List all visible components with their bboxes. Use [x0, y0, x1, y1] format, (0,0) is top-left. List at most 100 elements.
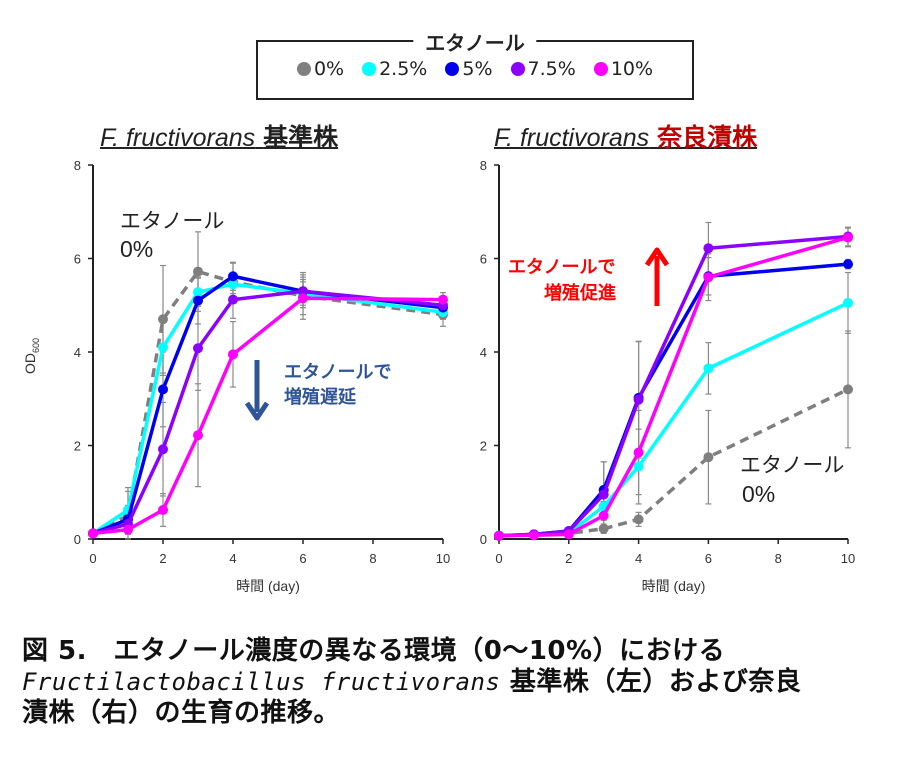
- data-point-10%: [703, 272, 714, 283]
- data-point-10%: [88, 528, 98, 539]
- series-line-7.5%: [498, 234, 849, 538]
- arrow-up-icon-head: [644, 247, 670, 267]
- charts-canvas: 0 2 4 6 8 0 2 4 6 8 10 時間 (day) OD600 0 2 4 6 8 0 2 4 6 8 10 時間 …: [22, 158, 855, 594]
- annotation-ethanol-label: エタノール: [120, 209, 224, 233]
- x-axis-label: 時間 (day): [642, 578, 706, 594]
- data-point-0%: [843, 384, 853, 395]
- right-panel-title: F. fructivorans 奈良漬株: [494, 118, 757, 154]
- y-tick-label: 4: [480, 345, 487, 360]
- y-axis-label: OD600: [22, 338, 41, 374]
- data-point-2.5%: [158, 342, 168, 353]
- legend-title: エタノール: [413, 27, 537, 56]
- y-tick-label: 8: [74, 158, 81, 173]
- y-tick-label: 2: [480, 439, 487, 454]
- x-tick-label: 10: [841, 551, 855, 566]
- legend-label: 7.5%: [527, 58, 576, 80]
- legend-item-10pct: 10%: [593, 58, 654, 80]
- x-tick-label: 8: [775, 551, 782, 566]
- data-point-2.5%: [703, 363, 714, 374]
- data-point-5%: [843, 259, 853, 270]
- data-point-10%: [228, 349, 238, 360]
- x-tick-label: 2: [565, 551, 572, 566]
- caption-line-2: Fructilactobacillus fructivorans 基準株（左）お…: [22, 667, 902, 698]
- legend-item-0pct: 0%: [296, 58, 345, 80]
- left-title-strain: 基準株: [263, 123, 339, 152]
- legend-dot-icon: [362, 62, 377, 76]
- legend-items: 0% 2.5% 5% 7.5% 10%: [258, 58, 692, 80]
- legend-dot-icon: [510, 62, 525, 76]
- data-point-7.5%: [703, 243, 714, 254]
- left-panel-title: F. fructivorans 基準株: [100, 118, 338, 154]
- x-tick-label: 2: [159, 551, 166, 566]
- y-tick-label: 6: [480, 252, 487, 267]
- x-tick-label: 0: [495, 551, 502, 566]
- data-point-7.5%: [598, 489, 609, 500]
- annotation-growth-delay-1: エタノールで: [284, 362, 391, 383]
- data-point-2.5%: [633, 461, 644, 472]
- data-point-7.5%: [228, 294, 238, 305]
- legend-label: 5%: [462, 58, 493, 80]
- data-point-7.5%: [298, 286, 308, 297]
- annotation-ethanol-0pct: 0%: [120, 236, 153, 262]
- arrow-down-icon-head: [244, 401, 270, 421]
- annotation-growth-promote-2: 増殖促進: [544, 282, 616, 304]
- data-point-10%: [123, 524, 133, 535]
- legend-label: 2.5%: [379, 58, 428, 80]
- data-point-2.5%: [843, 297, 853, 308]
- data-point-10%: [298, 293, 308, 304]
- data-point-7.5%: [193, 343, 203, 354]
- data-point-0%: [703, 452, 714, 463]
- y-tick-label: 4: [74, 345, 81, 360]
- x-tick-label: 8: [369, 551, 376, 566]
- y-axis-label-subscript: 600: [31, 338, 41, 353]
- data-point-7.5%: [158, 444, 168, 455]
- x-axis-label: 時間 (day): [236, 578, 300, 594]
- legend-dot-icon: [296, 62, 311, 76]
- data-point-7.5%: [633, 394, 644, 405]
- left-title-species: F. fructivorans: [100, 124, 256, 152]
- data-point-10%: [158, 505, 168, 516]
- data-point-5%: [193, 295, 203, 306]
- x-tick-label: 0: [89, 551, 96, 566]
- legend-dot-icon: [593, 62, 608, 76]
- data-point-10%: [528, 530, 539, 541]
- data-point-0%: [193, 266, 203, 277]
- y-tick-label: 0: [480, 532, 487, 547]
- data-point-2.5%: [228, 279, 238, 290]
- data-point-5%: [228, 271, 238, 282]
- data-point-10%: [193, 430, 203, 441]
- y-axis-label-main: OD: [22, 353, 38, 374]
- y-tick-label: 8: [480, 158, 487, 173]
- data-point-10%: [438, 294, 448, 305]
- data-point-0%: [158, 314, 168, 325]
- data-point-10%: [843, 232, 853, 243]
- data-point-2.5%: [193, 287, 203, 298]
- y-tick-label: 2: [74, 439, 81, 454]
- legend-item-5pct: 5%: [445, 58, 493, 80]
- figure-caption: 図 5. エタノール濃度の異なる環境（0～10%）における Fructilact…: [22, 636, 902, 729]
- annotation-ethanol-label-right: エタノール: [740, 453, 844, 477]
- caption-line-2-rest: 基準株（左）および奈良: [500, 667, 802, 697]
- caption-line-3: 漬株（右）の生育の推移。: [22, 698, 341, 728]
- legend-item-2-5pct: 2.5%: [362, 58, 427, 80]
- x-tick-label: 6: [299, 551, 306, 566]
- x-tick-label: 4: [229, 551, 236, 566]
- chart-0: 0 2 4 6 8 0 2 4 6 8 10 時間 (day) OD600: [22, 158, 450, 594]
- caption-line-1: 図 5. エタノール濃度の異なる環境（0～10%）における: [22, 636, 726, 666]
- legend-label: 0%: [313, 58, 345, 80]
- data-point-5%: [158, 384, 168, 395]
- series-line-5%: [498, 262, 849, 538]
- data-point-10%: [563, 529, 574, 540]
- series-line-2.5%: [92, 282, 444, 535]
- right-title-species: F. fructivorans: [494, 124, 650, 152]
- chart-1: 0 2 4 6 8 0 2 4 6 8 10 時間 (day): [480, 158, 855, 594]
- data-point-10%: [633, 447, 644, 458]
- legend-label: 10%: [610, 58, 654, 80]
- annotation-ethanol-0pct-right: 0%: [742, 481, 775, 507]
- x-tick-label: 4: [635, 551, 642, 566]
- legend: エタノール 0% 2.5% 5% 7.5% 10%: [256, 27, 694, 100]
- annotation-growth-delay-2: 増殖遅延: [284, 386, 357, 408]
- legend-item-7-5pct: 7.5%: [510, 58, 576, 80]
- x-tick-label: 6: [705, 551, 712, 566]
- legend-dot-icon: [445, 62, 460, 76]
